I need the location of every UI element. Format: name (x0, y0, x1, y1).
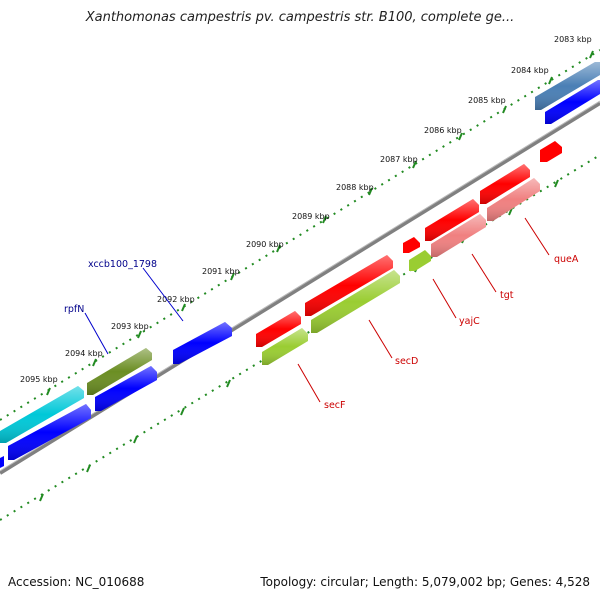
tick-label-2093: 2093 kbp (111, 322, 149, 331)
genome-summary-text: Topology: circular; Length: 5,079,002 bp… (260, 575, 590, 589)
gene-yajC-lime[interactable] (409, 250, 431, 271)
gene-secF-lime[interactable] (262, 328, 308, 365)
gene-label-secD[interactable]: secD (395, 356, 418, 367)
gene-labels: xccb100_1798 rpfN queA tgt yajC secD sec… (64, 254, 579, 411)
gene-track-lower (262, 178, 540, 365)
gene-label-queA[interactable]: queA (554, 254, 579, 265)
cds-secD-red[interactable] (305, 255, 393, 316)
gene-tgt-lightred[interactable] (431, 214, 486, 257)
tick-label-2090: 2090 kbp (246, 240, 284, 249)
tick-label-2092: 2092 kbp (157, 295, 195, 304)
tick-label-2084: 2084 kbp (511, 66, 549, 75)
outer-tick-track (0, 49, 600, 421)
outer-feature-track (0, 62, 600, 443)
tick-label-2085: 2085 kbp (468, 96, 506, 105)
cds-blue-1[interactable] (0, 456, 4, 468)
tick-label-2086: 2086 kbp (424, 126, 462, 135)
tick-label-2083: 2083 kbp (554, 35, 592, 44)
outer-major-ticks (46, 50, 594, 396)
gene-label-xccb100_1798[interactable]: xccb100_1798 (88, 259, 157, 270)
tick-label-2094: 2094 kbp (65, 349, 103, 358)
gene-label-rpfN[interactable]: rpfN (64, 304, 84, 315)
cds-blue-2[interactable] (8, 404, 91, 460)
tick-label-2088: 2088 kbp (336, 183, 374, 192)
tick-label-2089: 2089 kbp (292, 212, 330, 221)
cds-queA-red[interactable] (480, 164, 530, 204)
gene-label-secF[interactable]: secF (324, 400, 345, 411)
cds-tgt-red[interactable] (425, 199, 479, 241)
gene-queA-lightred[interactable] (487, 178, 540, 221)
cds-blue-3[interactable] (95, 366, 157, 411)
tick-label-2095: 2095 kbp (20, 375, 58, 384)
cds-blue-right[interactable] (545, 80, 600, 124)
genome-backbone (0, 101, 600, 475)
feature-teal[interactable] (0, 386, 84, 443)
feature-steelblue[interactable] (535, 62, 600, 110)
ruler-tick-labels: 2083 kbp 2084 kbp 2085 kbp 2086 kbp 2087… (20, 35, 592, 384)
cds-secF-red[interactable] (256, 311, 301, 347)
cds-red-small[interactable] (540, 141, 562, 162)
map-title: Xanthomonas campestris pv. campestris st… (85, 10, 515, 25)
gene-secD-lime[interactable] (311, 270, 400, 333)
gene-label-tgt[interactable]: tgt (500, 290, 514, 301)
gene-label-yajC[interactable]: yajC (459, 316, 480, 327)
cds-yajC-red[interactable] (403, 237, 420, 253)
label-leader-lines (84, 217, 550, 403)
tick-label-2091: 2091 kbp (202, 267, 240, 276)
accession-text: Accession: NC_010688 (8, 575, 145, 589)
cds-track-upper (0, 80, 600, 468)
tick-label-2087: 2087 kbp (380, 155, 418, 164)
feature-rpfN[interactable] (87, 348, 152, 395)
cds-blue-4[interactable] (173, 322, 232, 364)
